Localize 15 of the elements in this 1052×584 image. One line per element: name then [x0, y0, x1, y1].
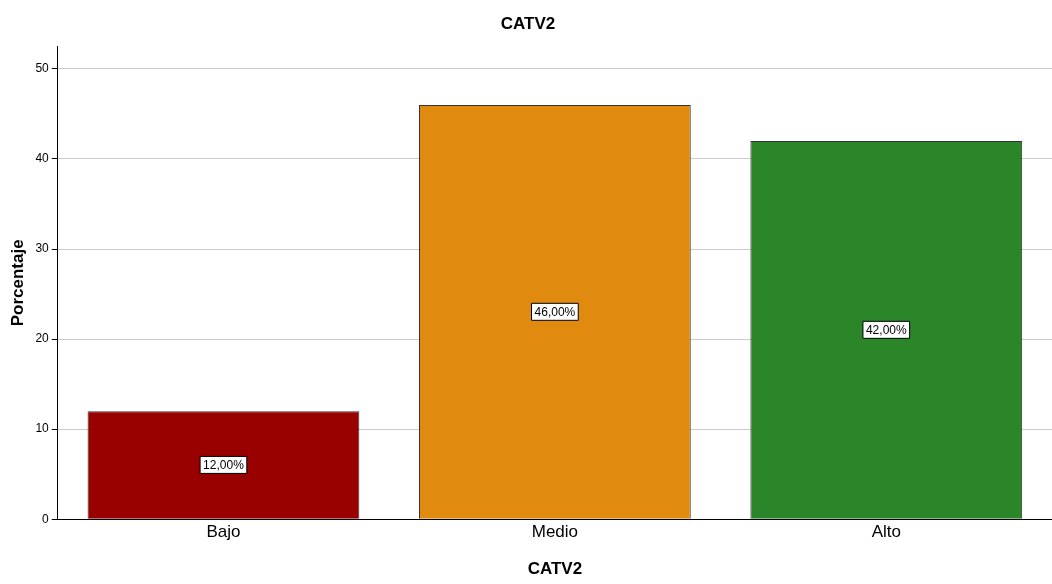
x-axis-title: CATV2: [527, 559, 583, 579]
y-tick-label: 0: [42, 511, 50, 526]
y-tick-label: 30: [35, 241, 50, 256]
y-tick-label: 10: [35, 421, 50, 436]
x-tick-label: Medio: [531, 522, 579, 542]
data-label: 46,00%: [534, 305, 576, 320]
x-tick-label: Bajo: [206, 522, 241, 542]
chart-title: CATV2: [500, 13, 556, 33]
y-tick-label: 50: [35, 61, 50, 76]
x-tick-label: Alto: [871, 522, 901, 542]
y-tick-label: 20: [35, 331, 50, 346]
data-label: 42,00%: [865, 323, 907, 338]
y-axis-title: Porcentaje: [7, 239, 27, 327]
y-tick-label: 40: [35, 151, 50, 166]
data-label: 12,00%: [203, 458, 245, 473]
